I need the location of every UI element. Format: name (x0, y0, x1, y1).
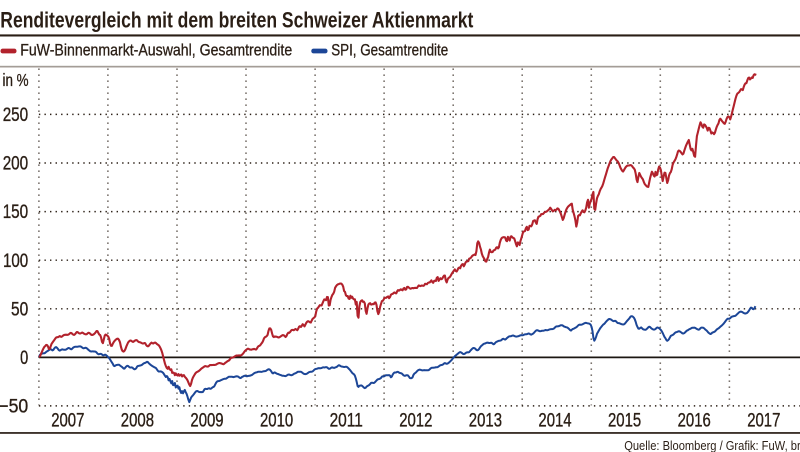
svg-text:2017: 2017 (747, 410, 780, 432)
svg-text:2009: 2009 (190, 410, 223, 432)
svg-text:FuW-Binnenmarkt-Auswahl, Gesam: FuW-Binnenmarkt-Auswahl, Gesamtrendite (20, 41, 292, 60)
svg-text:2010: 2010 (260, 410, 293, 432)
svg-text:50: 50 (11, 298, 28, 320)
svg-text:100: 100 (3, 250, 28, 272)
svg-text:2013: 2013 (469, 410, 502, 432)
svg-text:SPI, Gesamtrendite: SPI, Gesamtrendite (331, 41, 448, 60)
svg-text:2007: 2007 (51, 410, 84, 432)
svg-text:2014: 2014 (538, 410, 571, 432)
svg-text:200: 200 (3, 153, 29, 175)
svg-text:150: 150 (3, 201, 29, 223)
svg-text:in %: in % (3, 70, 29, 90)
svg-text:2016: 2016 (678, 410, 711, 432)
svg-text:Quelle: Bloomberg / Grafik: Fu: Quelle: Bloomberg / Grafik: FuW, br (624, 438, 800, 452)
svg-text:250: 250 (3, 104, 29, 126)
svg-text:−50: −50 (0, 396, 28, 418)
svg-text:0: 0 (20, 347, 28, 369)
svg-text:2012: 2012 (399, 410, 432, 432)
svg-text:Renditevergleich mit dem breit: Renditevergleich mit dem breiten Schweiz… (0, 8, 473, 33)
svg-text:2015: 2015 (608, 410, 641, 432)
svg-text:2008: 2008 (121, 410, 154, 432)
svg-text:2011: 2011 (330, 410, 363, 432)
